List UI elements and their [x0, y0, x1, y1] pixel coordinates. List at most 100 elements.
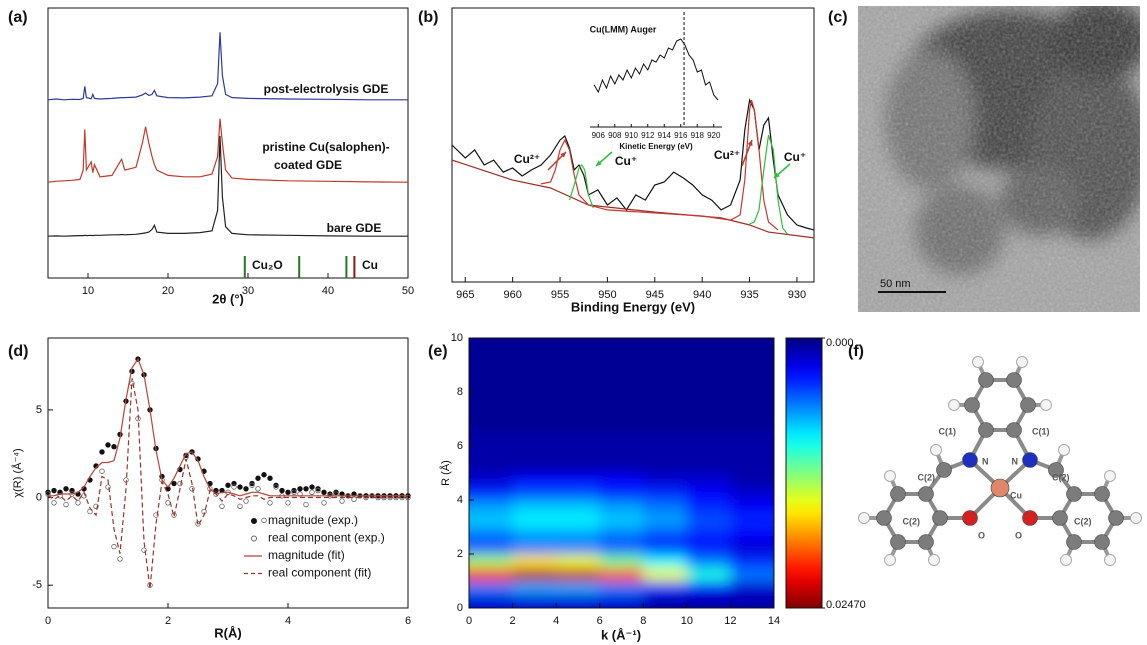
heatmap-cell	[556, 486, 601, 501]
data-point	[255, 475, 261, 481]
heatmap-cell	[686, 432, 731, 447]
heatmap-cell	[469, 540, 514, 555]
molecule: C(1) C(1) N N C(2) C(2) C(2) C(2) Cu O O	[858, 356, 1142, 566]
heatmap-cell	[512, 392, 557, 406]
inset-x-tick-label: 920	[707, 131, 721, 140]
atom	[978, 372, 994, 388]
data-point	[273, 484, 279, 490]
heatmap-cell	[686, 392, 731, 406]
heatmap-cell	[730, 473, 774, 487]
annotation-arrowhead	[774, 172, 780, 178]
data-point	[267, 500, 273, 506]
annotation-arrowhead	[747, 140, 753, 146]
data-point	[291, 487, 297, 494]
heatmap-cell	[643, 486, 688, 501]
data-point	[261, 517, 267, 524]
x-tick-label: 0	[466, 615, 472, 627]
y-axis-label: χ(R) (Å⁻⁴)	[11, 448, 24, 497]
data-point	[105, 484, 111, 490]
heatmap-cell	[469, 419, 514, 433]
heatmap-cell	[730, 500, 774, 514]
data-point	[279, 487, 285, 494]
heatmap-cell	[469, 405, 514, 420]
annotation: Cu⁺	[615, 154, 637, 168]
heatmap-cell	[643, 513, 688, 528]
x-tick-label: 965	[456, 289, 474, 301]
atom-label: N	[1012, 456, 1019, 466]
heatmap-cell	[556, 446, 601, 460]
data-point	[249, 480, 255, 487]
heatmap-cell	[643, 459, 688, 474]
heatmap-cell	[686, 338, 731, 352]
x-axis-label: k (Å⁻¹)	[601, 627, 641, 642]
heatmap-cell	[643, 540, 688, 555]
data-line	[47, 135, 408, 237]
heatmap-cell	[469, 392, 514, 406]
data-point	[303, 486, 309, 492]
heatmap-cell	[599, 527, 644, 541]
heatmap-cell	[469, 486, 514, 501]
plot-frame	[47, 337, 409, 609]
heatmap-cell	[599, 581, 644, 595]
x-tick-label: 4	[285, 615, 291, 627]
atom-label: O	[1015, 530, 1022, 540]
heatmap-cell	[512, 405, 557, 420]
atom	[918, 534, 934, 550]
heatmap-cell	[599, 419, 644, 433]
annotation: Cu²⁺	[514, 152, 540, 166]
data-point	[63, 501, 69, 508]
data-point	[291, 489, 297, 495]
atom	[962, 510, 978, 526]
atom	[1022, 510, 1038, 526]
data-line	[568, 134, 788, 235]
atom	[1052, 510, 1068, 526]
x-tick-label: 950	[598, 289, 616, 301]
data-point	[225, 482, 231, 488]
data-point	[117, 556, 123, 562]
atom	[990, 478, 1010, 498]
data-point	[309, 489, 315, 495]
data-point	[285, 489, 291, 495]
y-tick-label: 6	[457, 440, 463, 452]
heatmap-cell	[512, 432, 557, 447]
legend-symbol	[251, 535, 257, 542]
x-tick-label: 30	[242, 285, 254, 297]
data-point	[111, 444, 117, 450]
panel-label: (d)	[8, 343, 28, 360]
legend-label: real component (exp.)	[268, 531, 385, 545]
atom	[1048, 462, 1064, 478]
x-tick-label: 14	[768, 615, 780, 627]
heatmap-cell	[686, 500, 731, 514]
atom-label: Cu	[1010, 490, 1022, 500]
heatmap-cell	[469, 527, 514, 541]
heatmap-cell	[686, 378, 731, 393]
data-point	[273, 482, 279, 488]
x-tick-label: 12	[724, 615, 736, 627]
inset-x-tick-label: 914	[658, 131, 672, 140]
y-tick-label: 8	[457, 386, 463, 398]
heatmap-cell	[686, 513, 731, 528]
hydrogen-atom	[1130, 512, 1142, 524]
heatmap-cell	[730, 594, 774, 608]
heatmap-cell	[686, 365, 731, 379]
inset-title: Cu(LMM) Auger	[590, 24, 657, 34]
heatmap-cell	[599, 392, 644, 406]
heatmap-cell	[686, 567, 731, 582]
atom-label: O	[978, 530, 985, 540]
hydrogen-atom	[930, 444, 942, 456]
data-point	[231, 484, 237, 490]
atom	[1108, 510, 1124, 526]
tem-grain	[858, 6, 1140, 312]
scale-bar-label: 50 nm	[880, 278, 911, 290]
x-tick-label: 20	[162, 285, 174, 297]
inset-x-tick-label: 912	[641, 131, 655, 140]
series-label: bare GDE	[327, 221, 382, 235]
heatmap-cell	[599, 500, 644, 514]
atom-label: C(2)	[903, 516, 921, 526]
data-point	[87, 508, 93, 515]
data-point	[93, 503, 99, 510]
data-point	[237, 503, 243, 510]
x-tick-label: 2	[510, 615, 516, 627]
heatmap-cell	[556, 473, 601, 487]
heatmap-cell	[643, 446, 688, 460]
